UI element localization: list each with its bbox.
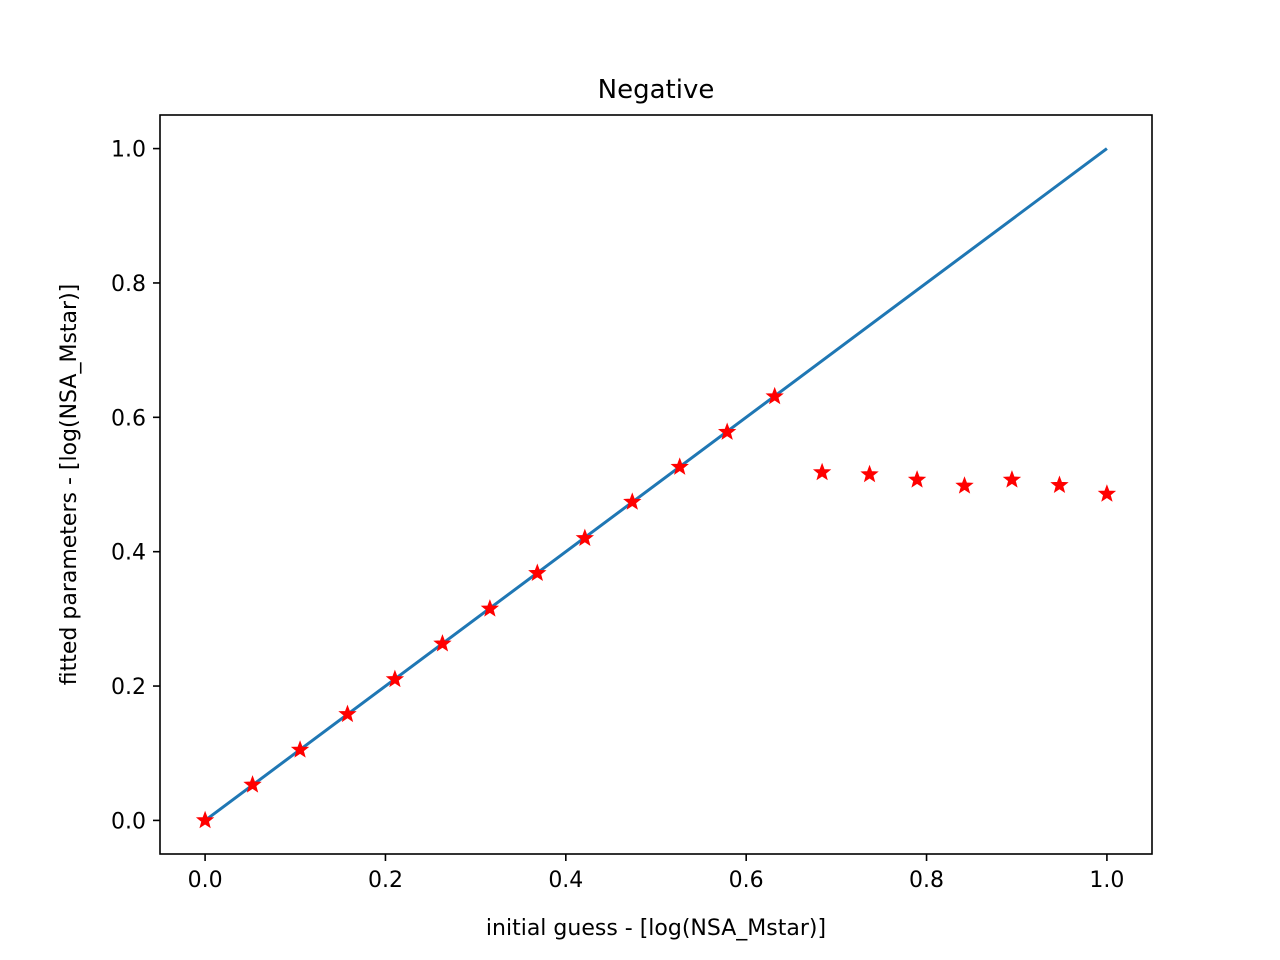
data-point-star <box>528 563 547 581</box>
data-point-star <box>433 634 452 652</box>
data-point-star <box>385 669 405 688</box>
data-point-star <box>480 599 500 617</box>
y-tick-label: 0.8 <box>111 272 146 297</box>
x-tick-label: 0.6 <box>729 868 764 893</box>
x-axis: 0.0 0.2 0.4 0.6 0.8 1.0 <box>188 854 1124 893</box>
data-point-star <box>243 775 262 793</box>
x-tick-label: 0.2 <box>368 868 403 893</box>
x-tick-label: 0.8 <box>909 868 944 893</box>
series-line <box>204 147 1108 822</box>
y-axis-label: fitted parameters - [log(NSA_Mstar)] <box>57 284 82 685</box>
data-point-star <box>1097 484 1117 502</box>
plot-frame <box>159 114 1153 855</box>
data-point-star <box>670 457 689 475</box>
data-point-star <box>907 470 927 488</box>
data-point-star <box>765 386 784 405</box>
x-tick-label: 0.4 <box>548 868 583 893</box>
data-point-star <box>338 704 357 723</box>
data-point-star <box>1002 470 1022 488</box>
chart-title: Negative <box>598 75 715 105</box>
y-tick-label: 1.0 <box>111 138 146 163</box>
data-point-star <box>290 740 310 758</box>
data-point-star <box>195 810 215 829</box>
y-axis: 0.0 0.2 0.4 0.6 0.8 1.0 <box>111 138 160 834</box>
y-tick-label: 0.2 <box>111 675 146 700</box>
y-tick-label: 0.6 <box>111 406 146 431</box>
data-point-star <box>860 464 879 483</box>
data-point-star <box>717 422 737 440</box>
x-axis-label: initial guess - [log(NSA_Mstar)] <box>486 916 826 941</box>
y-tick-label: 0.4 <box>111 541 146 566</box>
x-tick-label: 1.0 <box>1089 868 1124 893</box>
data-point-star <box>955 476 974 494</box>
data-point-star <box>575 528 595 547</box>
data-point-star <box>623 492 642 510</box>
data-point-star <box>1050 475 1069 493</box>
x-tick-label: 0.0 <box>188 868 223 893</box>
data-point-star <box>812 462 832 481</box>
y-tick-label: 0.0 <box>111 809 146 834</box>
